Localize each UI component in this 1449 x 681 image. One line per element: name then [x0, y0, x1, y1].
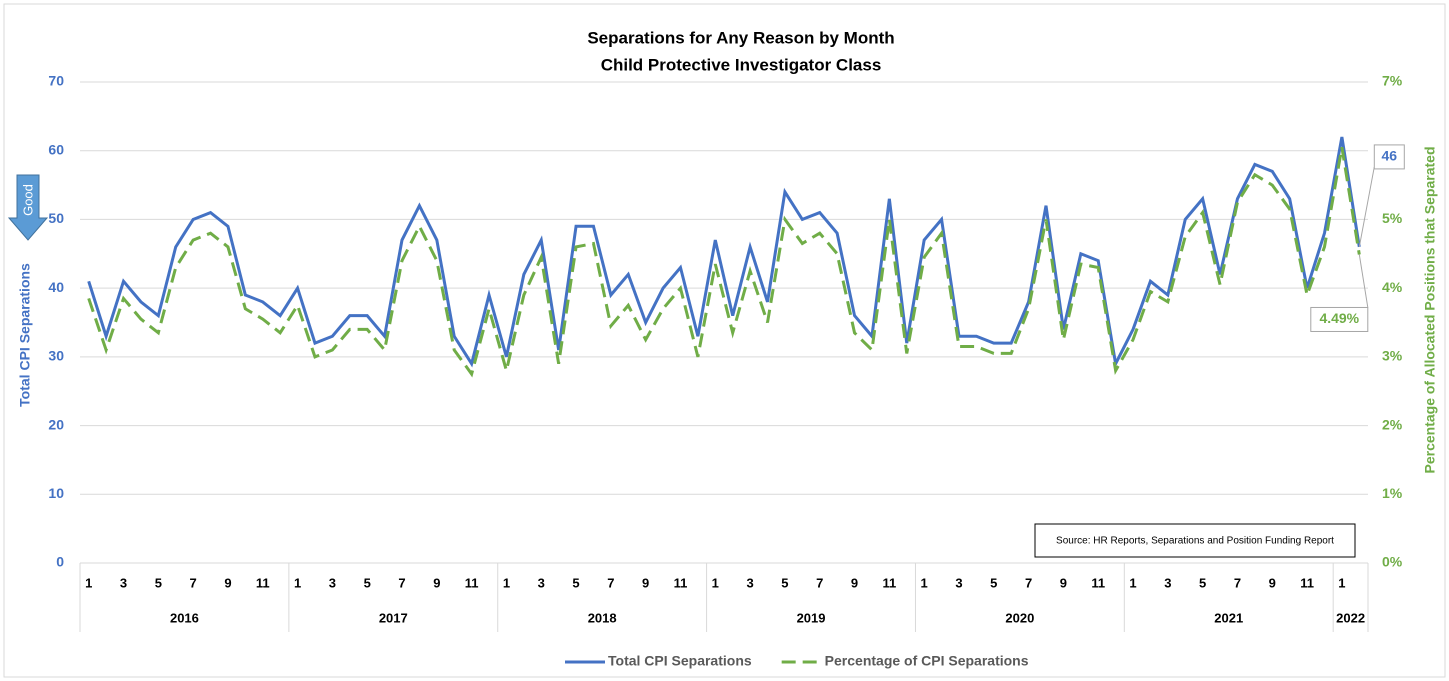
value-label-box — [1373, 144, 1405, 170]
y2-tick-label: 7% — [1382, 73, 1403, 89]
y2-tick-label: 0% — [1382, 554, 1403, 570]
group-label: 2017 — [379, 610, 408, 625]
x-tick-label: 1 — [85, 575, 92, 590]
good-annotation: Good — [20, 184, 35, 216]
x-tick-label: 7 — [816, 575, 823, 590]
x-tick-label: 7 — [607, 575, 614, 590]
x-tick-label: 1 — [921, 575, 928, 590]
y-tick-label: 0 — [56, 554, 64, 570]
x-tick-label: 5 — [364, 575, 371, 590]
label-leader — [1358, 166, 1375, 248]
x-tick-label: 1 — [1129, 575, 1136, 590]
y-axis-label: Total CPI Separations — [17, 263, 33, 407]
group-label: 2022 — [1336, 610, 1365, 625]
x-tick-label: 11 — [674, 575, 688, 590]
y2-tick-label: 4% — [1382, 279, 1403, 295]
chart-subtitle: Child Protective Investigator Class — [601, 55, 882, 74]
label-leader — [1358, 254, 1369, 308]
x-tick-label: 3 — [329, 575, 336, 590]
y-tick-label: 40 — [48, 279, 64, 295]
y-tick-label: 50 — [48, 210, 64, 226]
x-tick-label: 7 — [190, 575, 197, 590]
good-arrow — [7, 174, 49, 241]
x-tick-label: 3 — [955, 575, 962, 590]
x-tick-label: 1 — [1338, 575, 1345, 590]
x-tick-label: 5 — [572, 575, 579, 590]
source-box — [1034, 523, 1356, 558]
x-tick-label: 7 — [1025, 575, 1032, 590]
x-tick-label: 11 — [465, 575, 479, 590]
group-label: 2020 — [1005, 610, 1034, 625]
y-tick-label: 20 — [48, 416, 64, 432]
group-label: 2019 — [797, 610, 826, 625]
group-label: 2016 — [170, 610, 199, 625]
y-tick-label: 30 — [48, 348, 64, 364]
legend-label: Percentage of CPI Separations — [825, 653, 1029, 669]
source-annotation: Source: HR Reports, Separations and Posi… — [1056, 536, 1334, 547]
value-label-box — [1310, 306, 1369, 332]
y2-tick-label: 3% — [1382, 348, 1403, 364]
x-tick-label: 3 — [538, 575, 545, 590]
x-tick-label: 9 — [642, 575, 649, 590]
x-tick-label: 1 — [712, 575, 719, 590]
series-line — [87, 136, 1361, 369]
y2-tick-label: 2% — [1382, 416, 1403, 432]
y-tick-label: 70 — [48, 73, 64, 89]
value-label: 46 — [1382, 148, 1398, 164]
x-tick-label: 3 — [746, 575, 753, 590]
chart-frame — [3, 3, 1446, 678]
x-tick-label: 5 — [990, 575, 997, 590]
series-line — [87, 147, 1361, 378]
group-label: 2018 — [588, 610, 617, 625]
group-label: 2021 — [1214, 610, 1243, 625]
value-label: 4.49% — [1319, 310, 1359, 326]
x-tick-label: 11 — [1091, 575, 1105, 590]
legend-label: Total CPI Separations — [608, 653, 752, 669]
x-tick-label: 7 — [398, 575, 405, 590]
x-tick-label: 1 — [294, 575, 301, 590]
x-tick-label: 5 — [781, 575, 788, 590]
x-tick-label: 11 — [882, 575, 896, 590]
y2-tick-label: 1% — [1382, 485, 1403, 501]
x-tick-label: 11 — [256, 575, 270, 590]
x-tick-label: 9 — [224, 575, 231, 590]
x-tick-label: 3 — [120, 575, 127, 590]
x-tick-label: 3 — [1164, 575, 1171, 590]
y2-tick-label: 5% — [1382, 210, 1403, 226]
x-tick-label: 9 — [1269, 575, 1276, 590]
x-tick-label: 1 — [503, 575, 510, 590]
y-tick-label: 60 — [48, 141, 64, 157]
x-tick-label: 9 — [433, 575, 440, 590]
y2-axis-label: Percentage of Allocated Positions that S… — [1422, 146, 1438, 473]
y-tick-label: 10 — [48, 485, 64, 501]
x-tick-label: 9 — [1060, 575, 1067, 590]
x-tick-label: 5 — [155, 575, 162, 590]
chart-title: Separations for Any Reason by Month — [587, 28, 894, 47]
x-tick-label: 5 — [1199, 575, 1206, 590]
x-tick-label: 11 — [1300, 575, 1314, 590]
x-tick-label: 7 — [1234, 575, 1241, 590]
x-tick-label: 9 — [851, 575, 858, 590]
